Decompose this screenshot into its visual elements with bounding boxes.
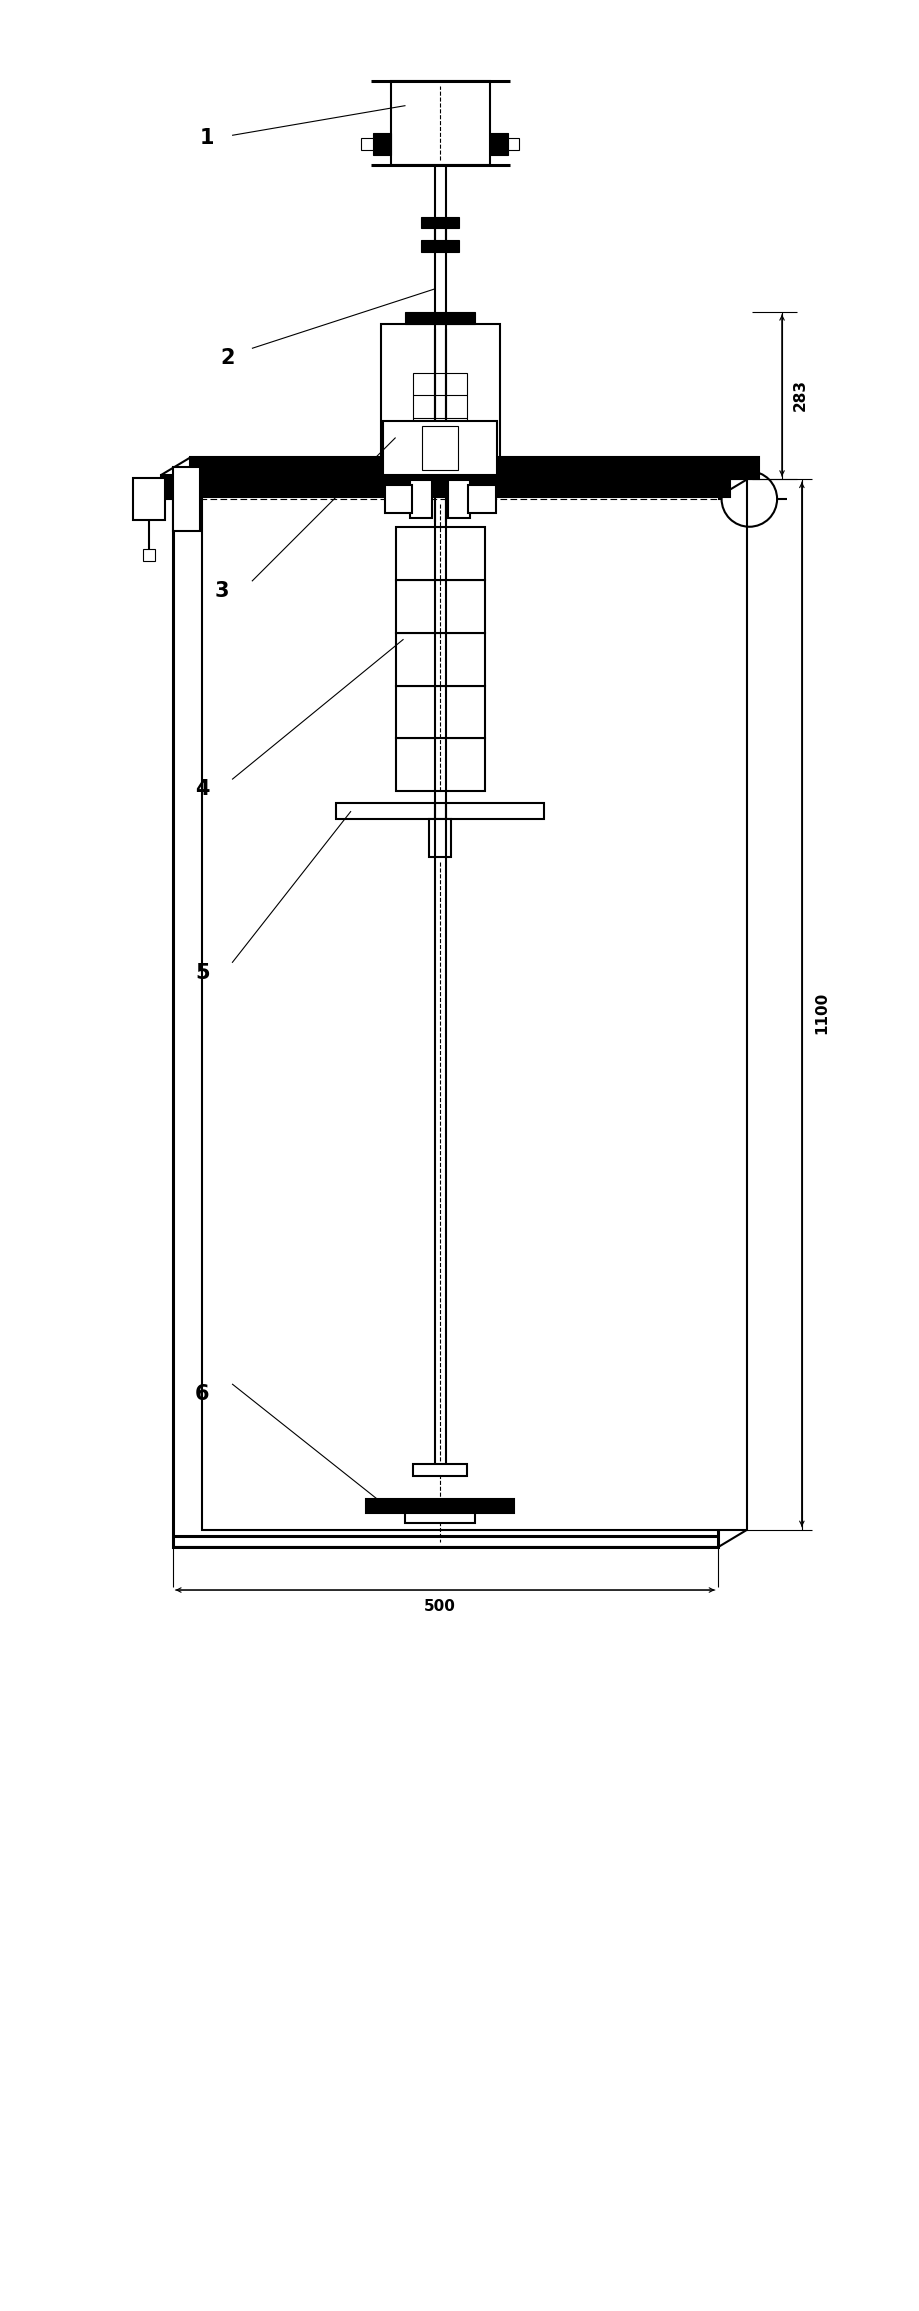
- Bar: [385, 485, 413, 513]
- Bar: [395, 580, 484, 633]
- Bar: [413, 1465, 468, 1477]
- Bar: [411, 481, 432, 518]
- Bar: [468, 485, 495, 513]
- Text: 2: 2: [220, 349, 234, 367]
- Bar: [421, 217, 459, 229]
- Text: 283: 283: [792, 379, 808, 411]
- Bar: [173, 467, 200, 532]
- Bar: [173, 497, 718, 1548]
- Text: 5: 5: [195, 964, 210, 982]
- Text: 1100: 1100: [814, 991, 829, 1035]
- Bar: [380, 324, 500, 476]
- Bar: [373, 134, 391, 155]
- Bar: [391, 81, 490, 164]
- Bar: [405, 312, 475, 324]
- Bar: [336, 804, 544, 818]
- Text: 500: 500: [425, 1599, 456, 1615]
- Bar: [361, 139, 373, 150]
- Bar: [142, 548, 154, 562]
- Bar: [383, 421, 497, 476]
- Bar: [190, 458, 759, 478]
- Bar: [133, 478, 165, 520]
- Text: 1: 1: [200, 129, 214, 148]
- Text: 4: 4: [195, 779, 210, 800]
- Bar: [395, 633, 484, 686]
- Bar: [395, 740, 484, 790]
- Text: 6: 6: [195, 1384, 210, 1403]
- Bar: [421, 240, 459, 252]
- Bar: [395, 527, 484, 580]
- Bar: [429, 818, 451, 857]
- Text: 3: 3: [215, 580, 230, 601]
- Bar: [507, 139, 519, 150]
- Bar: [448, 481, 470, 518]
- Bar: [490, 134, 507, 155]
- Bar: [202, 478, 747, 1530]
- Bar: [395, 686, 484, 740]
- Bar: [423, 425, 458, 469]
- Bar: [413, 372, 468, 462]
- Bar: [366, 1500, 515, 1514]
- Bar: [405, 1514, 475, 1523]
- Bar: [161, 476, 730, 497]
